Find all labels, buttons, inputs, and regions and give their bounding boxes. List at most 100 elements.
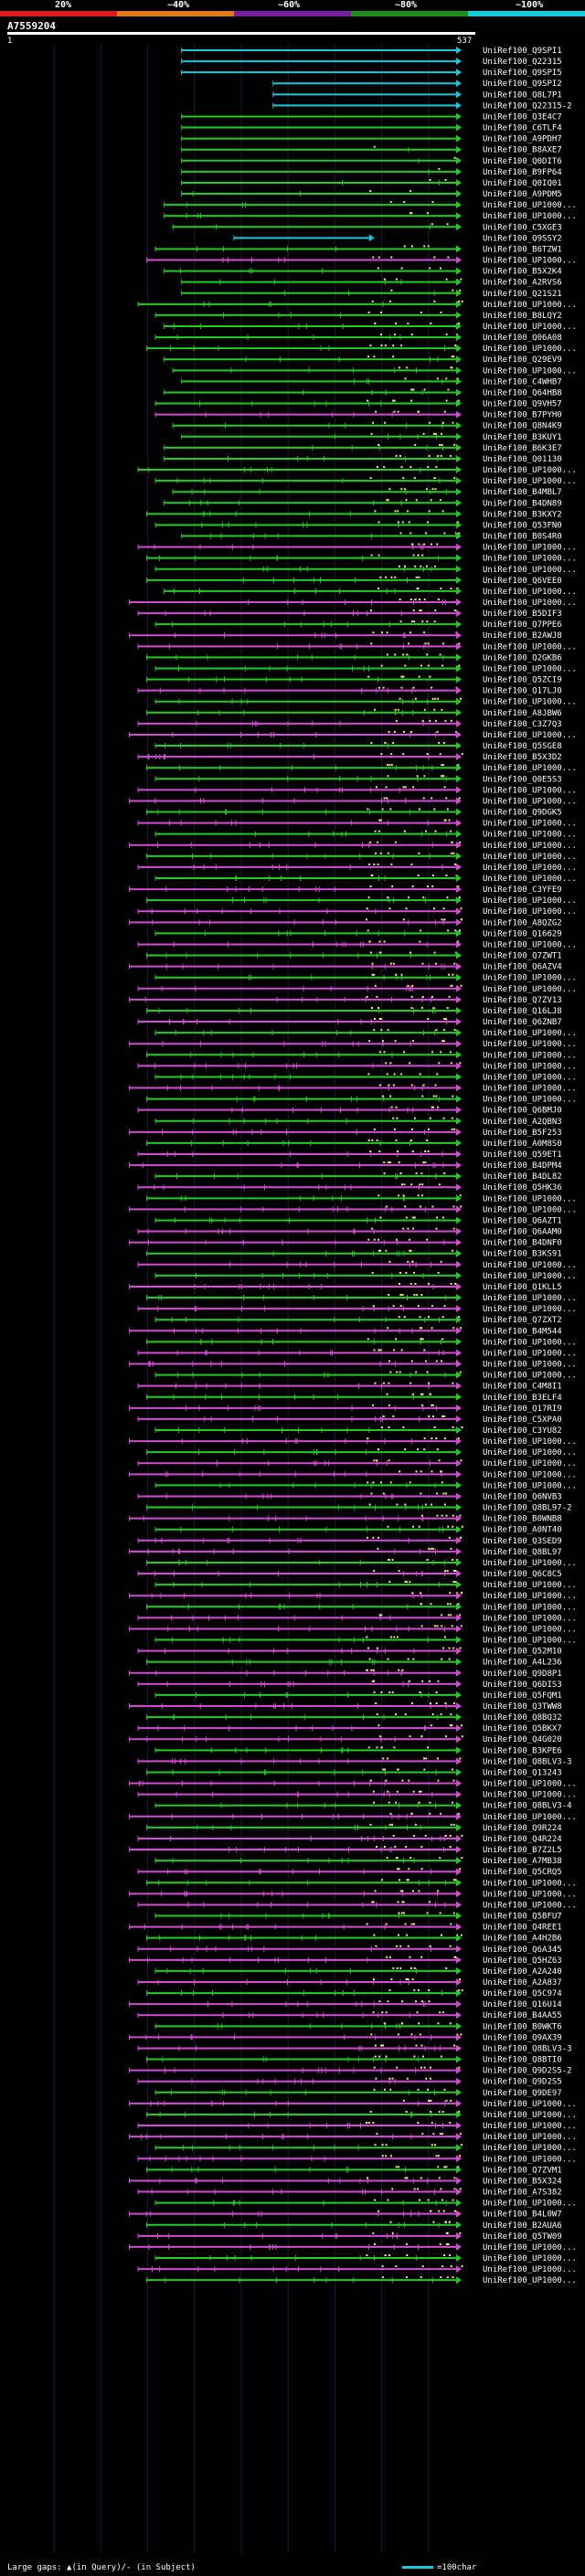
hit-label[interactable]: UniRef100_Q5TW09 bbox=[483, 2232, 562, 2242]
hit-label[interactable]: UniRef100_A2A837 bbox=[483, 1978, 562, 1988]
hit-label[interactable]: UniRef100_UP1000... bbox=[483, 1096, 577, 1105]
hit-label[interactable]: UniRef100_UP1000... bbox=[483, 1813, 577, 1822]
hit-label[interactable]: UniRef100_UP1000... bbox=[483, 1470, 577, 1479]
hit-label[interactable]: UniRef100_Q8BTI0 bbox=[483, 2056, 562, 2065]
hit-label[interactable]: UniRef100_UP1000... bbox=[483, 1349, 577, 1358]
hit-row[interactable]: UniRef100_UP1000... bbox=[146, 852, 577, 862]
hit-row[interactable]: UniRef100_Q0IQ01 bbox=[181, 178, 562, 188]
hit-label[interactable]: UniRef100_UP1000... bbox=[483, 1051, 577, 1060]
hit-label[interactable]: UniRef100_UP1000... bbox=[483, 2254, 577, 2263]
hit-label[interactable]: UniRef100_UP1000... bbox=[483, 842, 577, 851]
hit-label[interactable]: UniRef100_B4MBL7 bbox=[483, 488, 562, 497]
hit-label[interactable]: UniRef100_Q9D2S5 bbox=[483, 2078, 562, 2087]
hit-label[interactable]: UniRef100_Q06A08 bbox=[483, 334, 562, 343]
hit-label[interactable]: UniRef100_UP1000... bbox=[483, 1614, 577, 1623]
hit-label[interactable]: UniRef100_UP1000... bbox=[483, 2111, 577, 2120]
hit-row[interactable]: UniRef100_Q5CRQ5 bbox=[137, 1868, 562, 1877]
hit-row[interactable]: UniRef100_C6TLF4 bbox=[181, 123, 562, 133]
hit-label[interactable]: UniRef100_Q6AZT1 bbox=[483, 1216, 562, 1225]
hit-label[interactable]: UniRef100_A4L236 bbox=[483, 1659, 562, 1668]
hit-row[interactable]: UniRef100_Q16LJ8 bbox=[146, 1006, 562, 1016]
hit-label[interactable]: UniRef100_UP1000... bbox=[483, 2133, 577, 2142]
hit-label[interactable]: UniRef100_B9FP64 bbox=[483, 168, 562, 177]
hit-row[interactable]: UniRef100_B3ELF4 bbox=[146, 1393, 562, 1403]
hit-row[interactable]: UniRef100_UP1000... bbox=[128, 1360, 577, 1370]
hit-label[interactable]: UniRef100_Q9DE97 bbox=[483, 2089, 562, 2098]
hit-row[interactable]: UniRef100_Q6AZT1 bbox=[154, 1216, 562, 1225]
hit-label[interactable]: UniRef100_Q7PPE6 bbox=[483, 620, 562, 630]
hit-row[interactable]: UniRef100_UP1000... bbox=[137, 2265, 577, 2274]
hit-label[interactable]: UniRef100_B4M544 bbox=[483, 1327, 562, 1336]
hit-row[interactable]: UniRef100_Q6AAM0 bbox=[137, 1227, 562, 1237]
hit-label[interactable]: UniRef100_A8JBW6 bbox=[483, 709, 562, 718]
hit-row[interactable]: UniRef100_UP1000... bbox=[128, 2133, 577, 2142]
hit-label[interactable]: UniRef100_A2A240 bbox=[483, 1967, 562, 1977]
hit-row[interactable]: UniRef100_A0M8S0 bbox=[146, 1139, 562, 1149]
hit-row[interactable]: UniRef100_Q64HB8 bbox=[164, 388, 562, 398]
hit-row[interactable]: UniRef100_Q53FN0 bbox=[154, 521, 562, 530]
hit-row[interactable]: UniRef100_UP1000... bbox=[154, 875, 577, 884]
hit-row[interactable]: UniRef100_UP1000... bbox=[154, 565, 577, 575]
hit-row[interactable]: UniRef100_UP1000... bbox=[128, 1437, 577, 1447]
hit-row[interactable]: UniRef100_UP1000... bbox=[146, 1194, 577, 1203]
hit-label[interactable]: UniRef100_UP1000... bbox=[483, 1581, 577, 1590]
hit-label[interactable]: UniRef100_UP1000... bbox=[483, 2155, 577, 2164]
hit-row[interactable]: UniRef100_Q6AZV4 bbox=[128, 962, 562, 972]
hit-label[interactable]: UniRef100_Q3E4C7 bbox=[483, 112, 562, 122]
hit-label[interactable]: UniRef100_UP1000... bbox=[483, 588, 577, 597]
hit-label[interactable]: UniRef100_Q7ZXT2 bbox=[483, 1316, 562, 1325]
hit-row[interactable]: UniRef100_Q29EV9 bbox=[164, 355, 562, 365]
hit-row[interactable]: UniRef100_Q6VEE0 bbox=[146, 576, 562, 586]
hit-row[interactable]: UniRef100_UP1000... bbox=[137, 642, 577, 652]
hit-label[interactable]: UniRef100_A0M8S0 bbox=[483, 1140, 562, 1149]
hit-row[interactable]: UniRef100_UP1000... bbox=[128, 1205, 577, 1214]
hit-row[interactable]: UniRef100_C3YFE9 bbox=[128, 885, 562, 895]
hit-label[interactable]: UniRef100_Q01130 bbox=[483, 455, 562, 464]
hit-row[interactable]: UniRef100_Q17LJ0 bbox=[137, 686, 562, 696]
hit-label[interactable]: UniRef100_C5XGE3 bbox=[483, 223, 562, 232]
hit-row[interactable]: UniRef100_UP1000... bbox=[128, 1625, 577, 1634]
hit-label[interactable]: UniRef100_UP1000... bbox=[483, 875, 577, 884]
hit-label[interactable]: UniRef100_UP1000... bbox=[483, 974, 577, 983]
hit-row[interactable]: UniRef100_Q5ZCI9 bbox=[146, 675, 562, 685]
hit-row[interactable]: UniRef100_Q6DIS3 bbox=[137, 1680, 562, 1690]
hit-label[interactable]: UniRef100_Q9D2S5-2 bbox=[483, 2067, 572, 2076]
hit-label[interactable]: UniRef100_Q17RI9 bbox=[483, 1405, 562, 1414]
hit-row[interactable]: UniRef100_Q5SGE8 bbox=[154, 742, 562, 751]
hit-label[interactable]: UniRef100_Q16U14 bbox=[483, 2000, 562, 2009]
hit-label[interactable]: UniRef100_UP1000... bbox=[483, 1437, 577, 1447]
hit-label[interactable]: UniRef100_UP1000... bbox=[483, 1901, 577, 1910]
hit-row[interactable]: UniRef100_Q8L7P1 bbox=[272, 90, 562, 100]
hit-label[interactable]: UniRef100_UP1000... bbox=[483, 544, 577, 553]
hit-label[interactable]: UniRef100_UP1000... bbox=[483, 764, 577, 773]
hit-label[interactable]: UniRef100_Q22315-2 bbox=[483, 101, 572, 111]
hit-row[interactable]: UniRef100_B4DNF0 bbox=[128, 1238, 562, 1248]
hit-row[interactable]: UniRef100_Q8BLV3-4 bbox=[154, 1801, 572, 1811]
hit-label[interactable]: UniRef100_UP1000... bbox=[483, 345, 577, 354]
hit-label[interactable]: UniRef100_Q9AX39 bbox=[483, 2033, 562, 2042]
hit-label[interactable]: UniRef100_UP1000... bbox=[483, 1592, 577, 1601]
hit-row[interactable]: UniRef100_UP1000... bbox=[137, 1305, 577, 1314]
hit-row[interactable]: UniRef100_A4H2B6 bbox=[146, 1934, 562, 1944]
hit-label[interactable]: UniRef100_UP1000... bbox=[483, 831, 577, 840]
hit-label[interactable]: UniRef100_Q5HK36 bbox=[483, 1183, 562, 1193]
hit-label[interactable]: UniRef100_Q9SPI5 bbox=[483, 69, 562, 78]
hit-row[interactable]: UniRef100_A2A240 bbox=[154, 1966, 562, 1977]
hit-label[interactable]: UniRef100_B6TZW1 bbox=[483, 245, 562, 254]
hit-label[interactable]: UniRef100_Q6ZNB7 bbox=[483, 1018, 562, 1027]
hit-row[interactable]: UniRef100_B4MBL7 bbox=[172, 488, 562, 497]
hit-row[interactable]: UniRef100_UP1000... bbox=[146, 1879, 577, 1888]
hit-row[interactable]: UniRef100_B4DN89 bbox=[164, 499, 562, 508]
hit-label[interactable]: UniRef100_UP1000... bbox=[483, 698, 577, 707]
hit-label[interactable]: UniRef100_UP1000... bbox=[483, 212, 577, 221]
hit-row[interactable]: UniRef100_Q52M10 bbox=[137, 1647, 562, 1657]
hit-row[interactable]: UniRef100_A2RVS6 bbox=[181, 278, 562, 288]
hit-label[interactable]: UniRef100_B3ELF4 bbox=[483, 1394, 562, 1403]
hit-row[interactable]: UniRef100_Q5FQM1 bbox=[154, 1691, 562, 1701]
hit-row[interactable]: UniRef100_B7PYH0 bbox=[154, 410, 562, 420]
hit-label[interactable]: UniRef100_B2AWJ8 bbox=[483, 631, 562, 641]
hit-row[interactable]: UniRef100_Q16629 bbox=[154, 929, 562, 938]
hit-label[interactable]: UniRef100_B4DN89 bbox=[483, 499, 562, 508]
hit-label[interactable]: UniRef100_Q6BMJ0 bbox=[483, 1107, 562, 1116]
hit-label[interactable]: UniRef100_UP1000... bbox=[483, 1062, 577, 1071]
